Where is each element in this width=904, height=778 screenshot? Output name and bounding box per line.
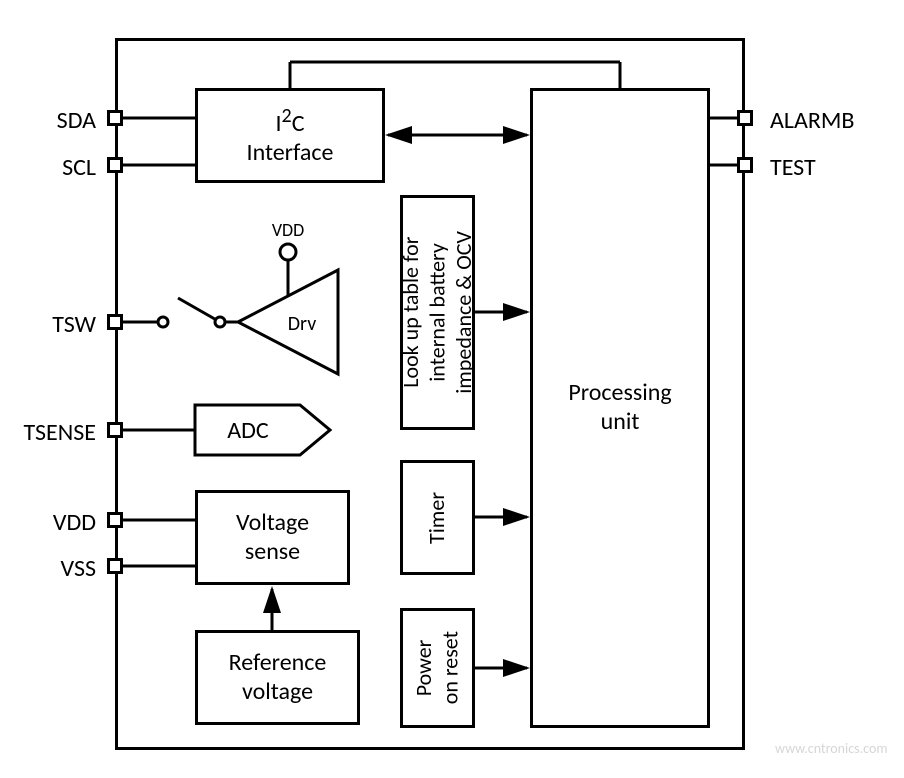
diagram-root: SDA SCL TSW TSENSE VDD VSS ALARMB TEST I… [0,0,904,778]
block-lut: Look up table forinternal batteryimpedan… [400,195,475,430]
pin-tsw [107,314,123,330]
pin-label-vss: VSS [26,554,96,583]
block-i2c-label: I2CInterface [247,104,334,168]
pin-scl [107,157,123,173]
block-vsense: Voltagesense [195,490,350,585]
pin-vdd [107,512,123,528]
block-por-label: Poweron reset [411,631,464,704]
watermark: www.cntronics.com [775,740,888,757]
block-refv: Referencevoltage [195,630,360,725]
pin-label-sda: SDA [26,106,96,135]
pin-label-scl: SCL [26,153,96,182]
block-lut-label: Look up table forinternal batteryimpedan… [398,231,477,394]
block-vsense-label: Voltagesense [236,509,309,567]
block-timer-label: Timer [424,492,450,544]
pin-tsense [107,422,123,438]
pin-label-vdd: VDD [26,508,96,537]
pin-label-tsw: TSW [26,310,96,339]
block-proc: Processingunit [530,88,710,728]
pin-label-alarmb: ALARMB [770,106,854,135]
pin-alarmb [737,110,753,126]
pin-sda [107,110,123,126]
block-refv-label: Referencevoltage [229,649,327,707]
pin-label-tsense: TSENSE [10,418,96,447]
pin-label-test: TEST [770,153,816,182]
pin-test [737,157,753,173]
block-por: Poweron reset [400,608,475,728]
pin-vss [107,558,123,574]
block-timer: Timer [400,460,475,575]
block-i2c: I2CInterface [195,88,385,183]
block-proc-label: Processingunit [568,379,671,437]
